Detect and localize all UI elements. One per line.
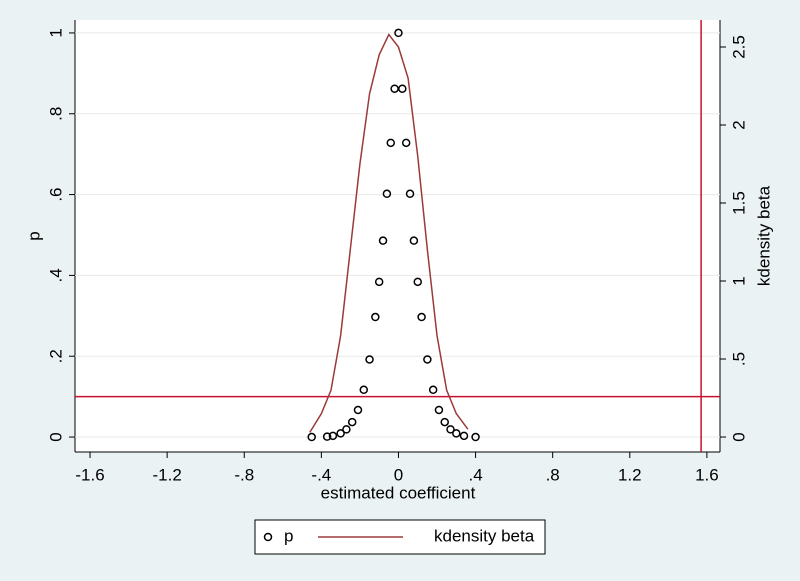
y2-tick-label: 1.5 bbox=[729, 191, 748, 215]
point bbox=[423, 355, 432, 364]
legend-label: p bbox=[284, 526, 293, 545]
x-tick-label: -1.2 bbox=[152, 465, 181, 484]
y-tick-label: 0 bbox=[46, 432, 65, 441]
point bbox=[382, 189, 392, 199]
y2-tick-label: .5 bbox=[729, 352, 748, 366]
y-tick-label: .4 bbox=[46, 268, 65, 282]
point bbox=[417, 312, 426, 322]
x-tick-label: .4 bbox=[468, 465, 482, 484]
x-axis-title: estimated coefficient bbox=[321, 483, 476, 502]
point bbox=[446, 425, 455, 434]
y-tick-label: .6 bbox=[46, 187, 65, 201]
legend-marker bbox=[263, 532, 273, 542]
point bbox=[452, 429, 461, 438]
point bbox=[336, 429, 345, 438]
point bbox=[322, 432, 332, 441]
point bbox=[307, 432, 316, 442]
x-tick-label: 1.6 bbox=[695, 465, 719, 484]
point bbox=[434, 405, 444, 415]
x-tick-label: -.8 bbox=[234, 465, 254, 484]
point bbox=[440, 417, 449, 427]
y-tick-label: .8 bbox=[46, 107, 65, 121]
y2-tick-label: 1 bbox=[729, 276, 748, 285]
y-tick-label: .2 bbox=[46, 349, 65, 363]
point bbox=[459, 431, 469, 441]
y2-tick-label: 2 bbox=[729, 120, 748, 129]
point bbox=[371, 312, 380, 322]
density-line bbox=[309, 33, 469, 433]
point bbox=[328, 431, 338, 441]
point bbox=[413, 277, 422, 287]
x-tick-label: 0 bbox=[394, 465, 403, 484]
x-tick-label: -1.6 bbox=[75, 465, 104, 484]
point bbox=[394, 28, 403, 38]
point bbox=[405, 189, 415, 199]
point bbox=[359, 385, 369, 395]
y-tick-label: 1 bbox=[46, 28, 65, 37]
x-tick-label: .8 bbox=[546, 465, 560, 484]
point bbox=[365, 355, 374, 364]
y2-tick-label: 2.5 bbox=[729, 35, 748, 59]
x-tick-label: -.4 bbox=[311, 465, 331, 484]
point bbox=[428, 385, 438, 395]
y2-tick-label: 0 bbox=[729, 432, 748, 441]
point bbox=[471, 432, 480, 442]
legend-label: kdensity beta bbox=[434, 526, 535, 545]
plot-area bbox=[75, 20, 720, 452]
point bbox=[342, 425, 351, 434]
point bbox=[347, 417, 357, 427]
point bbox=[353, 405, 363, 415]
point bbox=[386, 138, 396, 148]
point bbox=[409, 236, 419, 245]
y-axis-title: p bbox=[24, 231, 43, 240]
y2-axis-title: kdensity beta bbox=[754, 185, 773, 286]
point bbox=[374, 277, 384, 287]
point bbox=[401, 138, 411, 148]
point bbox=[398, 84, 407, 93]
point bbox=[378, 236, 388, 245]
x-tick-label: 1.2 bbox=[618, 465, 642, 484]
